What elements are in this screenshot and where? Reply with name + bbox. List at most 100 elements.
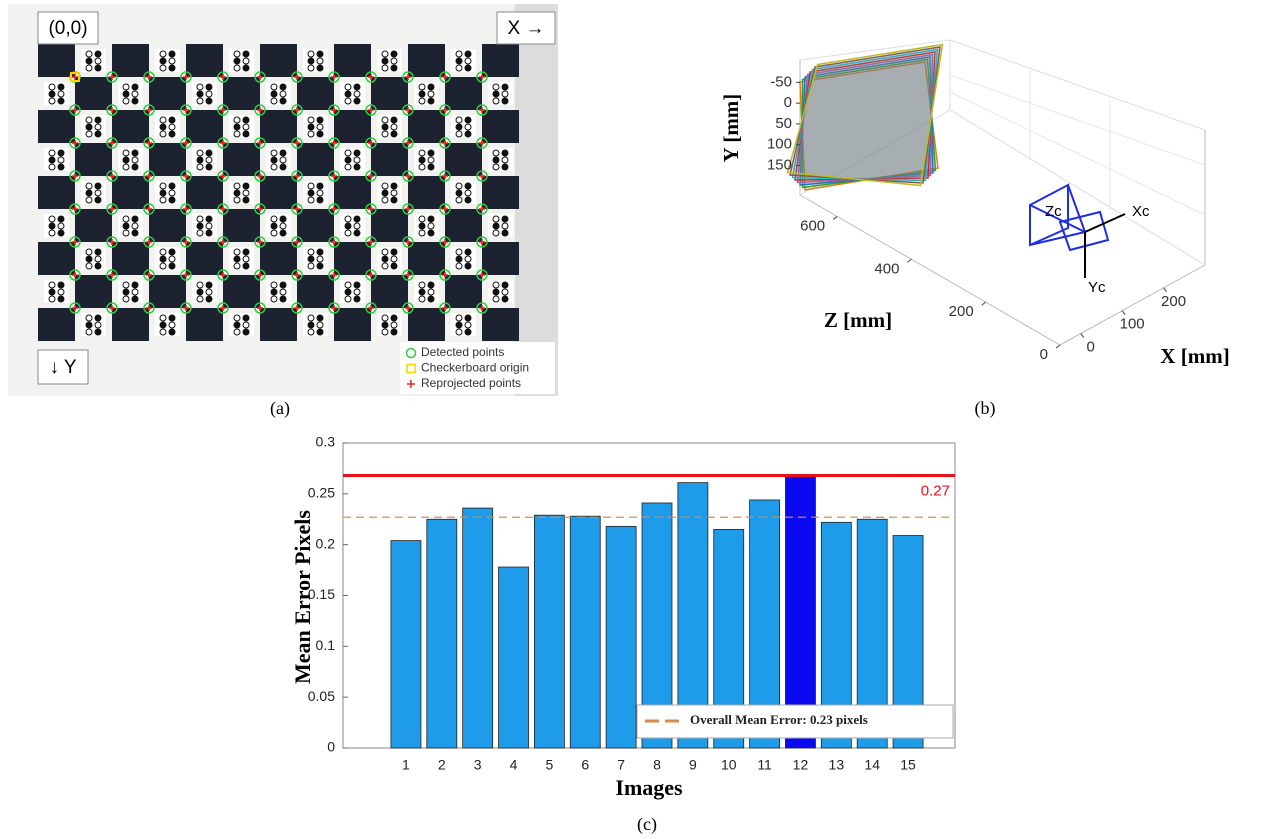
dot [456, 249, 462, 255]
x-tick-label: 0 [1087, 339, 1095, 356]
dot [206, 98, 212, 104]
dot [465, 117, 471, 123]
white-square [377, 247, 402, 270]
dot [86, 51, 92, 57]
dot [419, 91, 425, 97]
dot [419, 157, 425, 163]
x-tick-label: 9 [689, 757, 697, 773]
dot [456, 256, 462, 262]
dot [391, 65, 397, 71]
bar [534, 515, 564, 748]
black-square [297, 143, 334, 176]
dot [382, 131, 388, 137]
y-axis-title: Y [mm] [719, 94, 743, 163]
white-square [155, 115, 180, 138]
dot [382, 58, 388, 64]
x-axis-title: X [mm] [1160, 344, 1229, 368]
white-square [118, 280, 143, 303]
panel-label: (b) [975, 398, 996, 419]
black-square [371, 77, 408, 110]
dot [280, 230, 286, 236]
dot [502, 289, 508, 295]
dot [354, 216, 360, 222]
calibration-planes [788, 45, 943, 191]
black-square [408, 110, 445, 143]
x-tick-label: 10 [721, 757, 737, 773]
legend-label: Overall Mean Error: 0.23 pixels [690, 712, 868, 727]
black-square [371, 143, 408, 176]
dot [308, 249, 314, 255]
legend-label: Detected points [421, 345, 504, 359]
dot [206, 157, 212, 163]
y-tick-label: 100 [767, 136, 792, 153]
dot [206, 230, 212, 236]
white-square [451, 313, 476, 336]
white-square [229, 115, 254, 138]
black-square [112, 110, 149, 143]
dot [419, 150, 425, 156]
dot [317, 256, 323, 262]
black-square [223, 209, 260, 242]
white-square [266, 148, 291, 171]
z-tick [1056, 345, 1060, 348]
dot [391, 183, 397, 189]
dot [502, 282, 508, 288]
dot [502, 84, 508, 90]
dot [123, 157, 129, 163]
dot [132, 91, 138, 97]
dot [456, 131, 462, 137]
dot [169, 51, 175, 57]
dot [456, 124, 462, 130]
dot [317, 58, 323, 64]
dot [317, 131, 323, 137]
dot [169, 197, 175, 203]
dot [95, 197, 101, 203]
x-tick-label: 14 [864, 757, 880, 773]
dot [465, 249, 471, 255]
white-square [118, 214, 143, 237]
dot [428, 164, 434, 170]
dot [354, 157, 360, 163]
dot [493, 216, 499, 222]
wireframe [950, 110, 1205, 265]
dot [354, 84, 360, 90]
white-square [192, 82, 217, 105]
dot [354, 230, 360, 236]
dot [382, 329, 388, 335]
dot [197, 282, 203, 288]
dot [391, 124, 397, 130]
dot [243, 329, 249, 335]
dot [58, 164, 64, 170]
dot [123, 289, 129, 295]
dot [382, 124, 388, 130]
black-square [445, 209, 482, 242]
z-tick-label: 200 [949, 303, 974, 320]
x-tick [1164, 288, 1167, 292]
y-tick-label: 150 [767, 156, 792, 173]
y-direction-label: ↓ Y [49, 357, 76, 378]
photo-wall [515, 4, 558, 396]
dot [49, 223, 55, 229]
dot [493, 150, 499, 156]
dot [243, 51, 249, 57]
white-square [377, 313, 402, 336]
y-tick-label: 0.15 [308, 586, 335, 602]
y-tick-label: 0.2 [316, 535, 336, 551]
dot [49, 91, 55, 97]
dot [58, 289, 64, 295]
dot [271, 91, 277, 97]
dot [95, 131, 101, 137]
dot [197, 164, 203, 170]
black-square [75, 143, 112, 176]
dot [123, 84, 129, 90]
white-square [155, 247, 180, 270]
panel-label: (a) [270, 398, 290, 419]
dot [169, 117, 175, 123]
plane [788, 45, 943, 186]
dot [271, 84, 277, 90]
white-square [192, 214, 217, 237]
dot [234, 315, 240, 321]
y-tick-label: 0.05 [308, 688, 335, 704]
black-square [75, 77, 112, 110]
black-square [445, 143, 482, 176]
